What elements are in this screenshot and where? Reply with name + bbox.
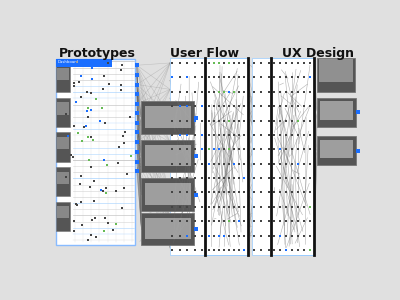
Bar — [56, 167, 70, 196]
Bar — [205, 58, 248, 256]
Bar — [56, 132, 70, 161]
Bar — [57, 172, 69, 184]
Bar — [56, 98, 70, 127]
Bar — [317, 58, 354, 92]
Bar — [142, 178, 194, 211]
Bar — [144, 218, 191, 239]
Bar — [57, 68, 69, 80]
Bar — [56, 59, 112, 67]
Bar — [142, 213, 194, 245]
Bar — [317, 98, 356, 127]
Bar — [252, 58, 271, 256]
Bar — [144, 183, 191, 205]
Text: Prototypes: Prototypes — [59, 47, 136, 60]
Bar — [319, 59, 353, 82]
Text: User Flow: User Flow — [170, 47, 239, 60]
Bar — [320, 101, 353, 120]
Bar — [271, 58, 314, 256]
Bar — [142, 140, 194, 172]
Bar — [144, 145, 191, 166]
Bar — [56, 59, 135, 245]
Text: UX Design: UX Design — [282, 47, 354, 60]
Bar — [170, 58, 205, 256]
Bar — [317, 136, 356, 165]
Bar — [142, 101, 194, 134]
Bar — [56, 202, 70, 231]
Bar — [57, 102, 69, 115]
Bar — [56, 63, 70, 92]
Bar — [57, 206, 69, 218]
Bar — [144, 106, 191, 127]
Text: Dashboard: Dashboard — [58, 60, 79, 64]
Bar — [57, 137, 69, 149]
Bar — [320, 140, 353, 158]
